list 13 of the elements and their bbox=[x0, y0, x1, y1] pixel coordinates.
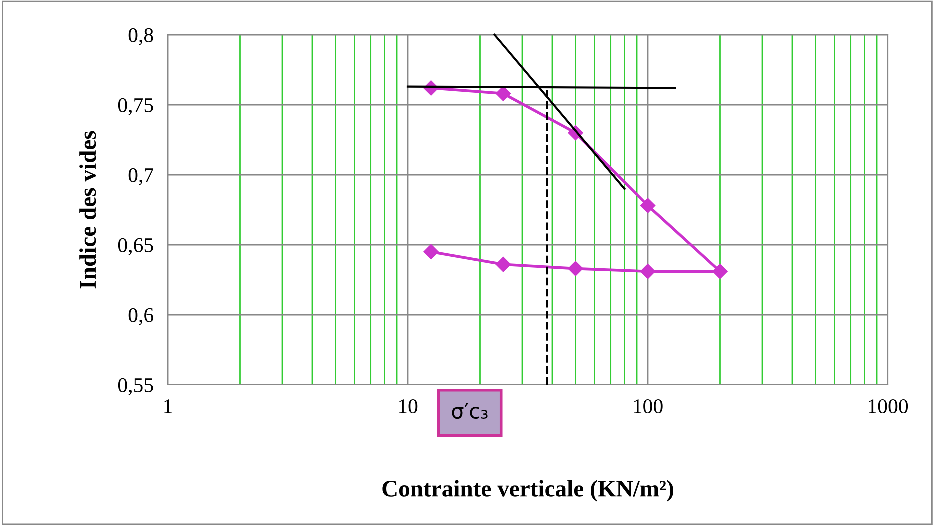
y-tick-label: 0,8 bbox=[128, 28, 154, 46]
y-tick-label: 0,6 bbox=[128, 308, 154, 326]
x-axis-title: Contrainte verticale (KN/m²) bbox=[382, 480, 674, 502]
x-tick-label: 1 bbox=[164, 400, 172, 414]
y-tick-label: 0,75 bbox=[118, 98, 154, 116]
x-tick-label: 10 bbox=[399, 399, 418, 414]
y-tick-label: 0,7 bbox=[128, 168, 154, 186]
text: σ′c₃ bbox=[452, 404, 488, 420]
y-tick-label: 0,65 bbox=[118, 238, 154, 256]
y-axis-title: Indice des vides bbox=[80, 131, 96, 289]
y-tick-label: 0,55 bbox=[118, 378, 154, 396]
x-tick-label: 100 bbox=[634, 399, 663, 414]
x-tick-label: 1000 bbox=[869, 399, 908, 414]
